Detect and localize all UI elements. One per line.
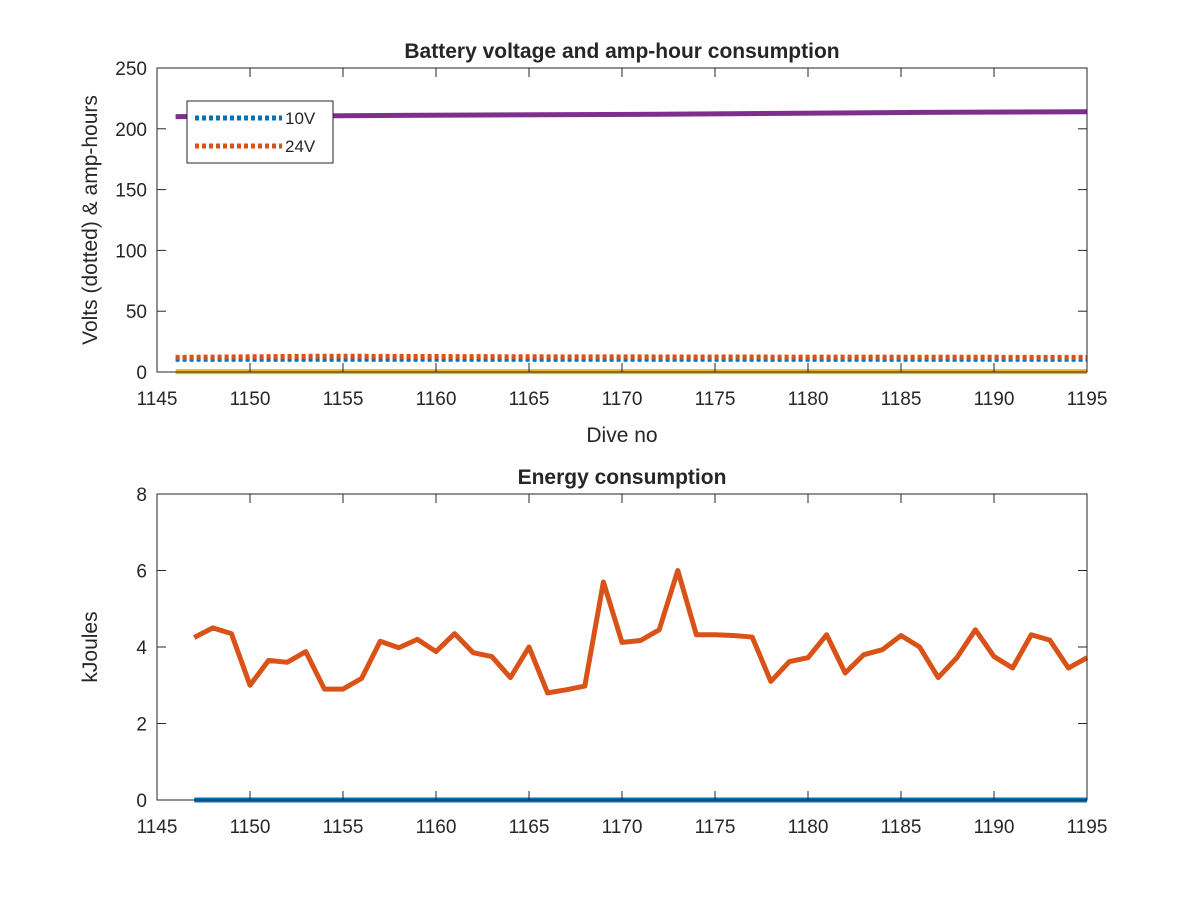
x-tick-label: 1155	[323, 389, 364, 410]
tick-layer: 1145 1150 1155 1160 1165 1170 1175 1180 1185 1190…	[136, 485, 1107, 838]
y-tick-label: 50	[126, 302, 147, 323]
y-tick-label: 250	[115, 59, 147, 80]
x-tick-label: 1165	[509, 817, 550, 838]
y-tick-label: 0	[136, 363, 147, 384]
x-tick-label: 1165	[509, 389, 550, 410]
chart-title: Energy consumption	[518, 466, 727, 489]
x-tick-label: 1190	[974, 817, 1015, 838]
legend-label-24v: 24V	[285, 137, 316, 156]
battery-chart: Battery voltage and amp-hour consumption…	[79, 40, 1107, 447]
y-tick-label: 200	[115, 120, 147, 141]
y-tick-label: 150	[115, 181, 147, 202]
x-tick-label: 1150	[230, 817, 271, 838]
x-tick-label: 1155	[323, 817, 364, 838]
y-tick-label: 8	[136, 485, 147, 506]
x-tick-label: 1180	[788, 389, 829, 410]
y-tick-label: 6	[136, 562, 147, 583]
series-line-1-1	[193, 568, 1089, 696]
x-tick-label: 1170	[602, 389, 643, 410]
y-tick-label: 2	[136, 715, 147, 736]
x-tick-label: 1195	[1067, 389, 1108, 410]
y-axis-label: kJoules	[79, 611, 102, 682]
x-tick-label: 1175	[695, 389, 736, 410]
legend: 10V 24V	[186, 100, 334, 164]
x-tick-label: 1185	[881, 389, 922, 410]
x-tick-label: 1150	[230, 389, 271, 410]
legend-box	[186, 100, 334, 164]
x-tick-label: 1180	[788, 817, 829, 838]
y-tick-label: 0	[136, 791, 147, 812]
x-tick-label: 1195	[1067, 817, 1108, 838]
energy-chart: Energy consumption 1145 1150 1155 1160 1165 1…	[79, 466, 1107, 838]
x-tick-label: 1190	[974, 389, 1015, 410]
legend-label-10v: 10V	[285, 109, 316, 128]
chart-title: Battery voltage and amp-hour consumption	[404, 40, 839, 63]
x-axis-label: Dive no	[586, 424, 657, 447]
y-tick-label: 100	[115, 241, 147, 262]
x-tick-label: 1160	[416, 817, 457, 838]
x-tick-label: 1145	[137, 389, 178, 410]
x-tick-label: 1185	[881, 817, 922, 838]
tick-layer: 1145 1150 1155 1160 1165 1170 1175 1180 1185 1190…	[115, 59, 1107, 410]
series-line-0-1	[175, 353, 1088, 360]
x-tick-label: 1170	[602, 817, 643, 838]
x-tick-label: 1160	[416, 389, 457, 410]
y-tick-label: 4	[136, 638, 147, 659]
x-tick-label: 1175	[695, 817, 736, 838]
y-axis-label: Volts (dotted) & amp-hours	[79, 95, 102, 345]
x-tick-label: 1145	[137, 817, 178, 838]
